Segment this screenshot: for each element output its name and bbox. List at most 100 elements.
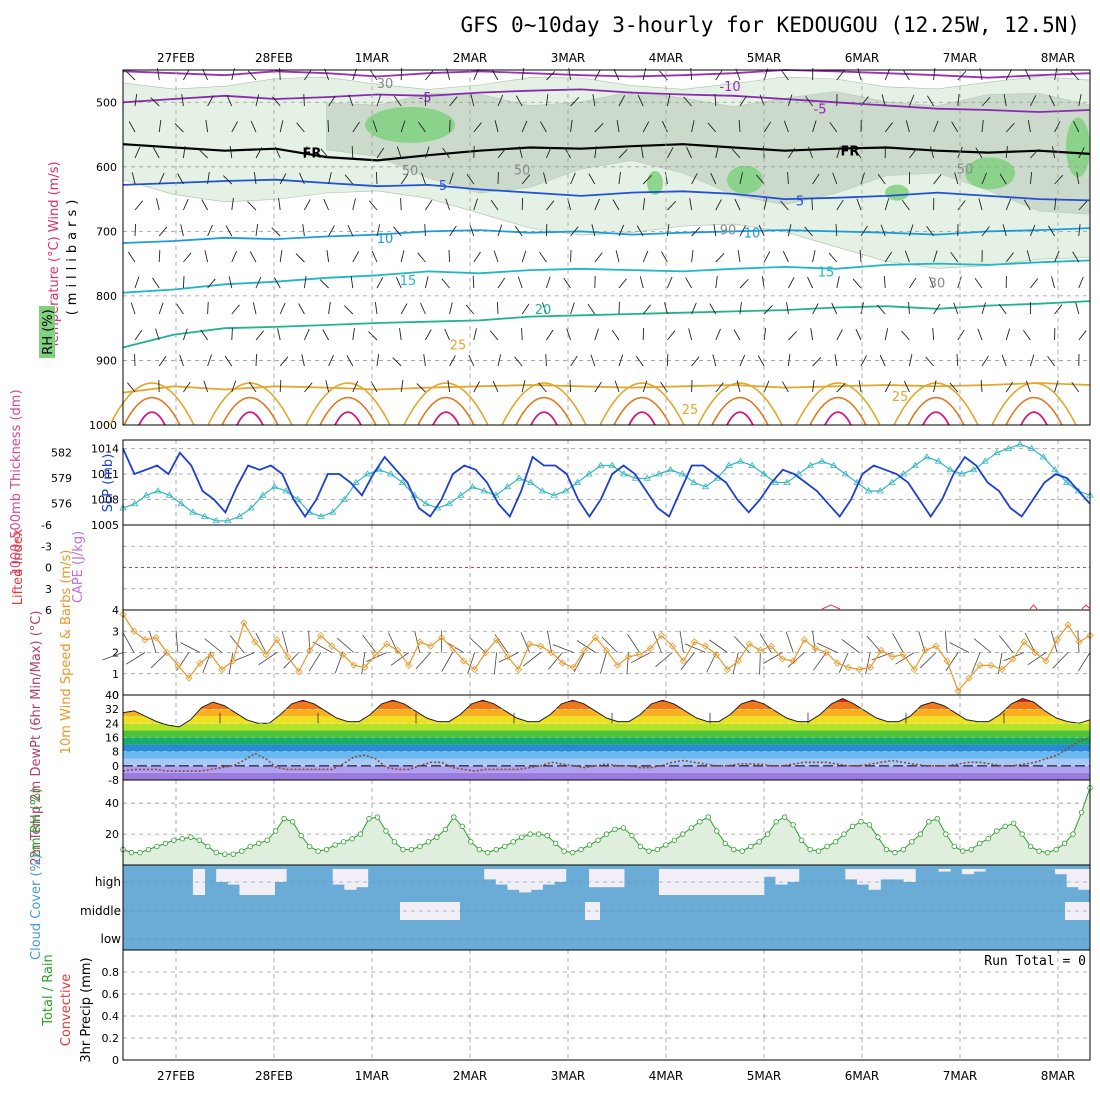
rh-point: [188, 834, 194, 840]
cloud-gap: [356, 869, 369, 888]
wind-barb: [295, 253, 305, 263]
wind-barb: [642, 198, 646, 211]
rh-point: [408, 846, 415, 853]
cloud-gap: [484, 869, 497, 880]
wind-barb: [836, 146, 841, 159]
rh-point: [849, 823, 856, 830]
wind-speed-point: [701, 642, 709, 650]
wind-barb: [691, 302, 697, 315]
thickness-point: [1016, 440, 1024, 447]
rh-point: [781, 814, 788, 820]
temp-tick-label: 32: [105, 703, 119, 716]
rh-point: [1070, 831, 1076, 837]
surface-wind-barb: [415, 652, 431, 670]
wind-barb: [255, 147, 263, 159]
rh-point: [739, 848, 745, 854]
wind-barb: [782, 250, 789, 263]
isotherm-label: -10: [719, 80, 740, 95]
wind-barb: [812, 173, 820, 185]
surface-wind-barb: [813, 652, 827, 671]
wind-barb: [372, 120, 378, 133]
surface-wind-barb: [653, 631, 662, 653]
wind-barb: [933, 303, 941, 315]
wind-barb: [860, 172, 865, 185]
wind-barb: [903, 380, 910, 393]
wind-barb: [319, 279, 329, 289]
isotherm-dome-25: [795, 382, 881, 426]
wind-barb: [181, 94, 184, 107]
rh-point: [306, 843, 313, 850]
wind-barb: [473, 198, 478, 211]
wind-barb: [904, 250, 910, 263]
wind-barb: [929, 276, 935, 289]
wind-barb: [465, 304, 475, 315]
wind-barb: [1005, 252, 1014, 263]
wind-barb: [901, 330, 910, 341]
wind-speed-point: [526, 640, 534, 648]
isotherm-dome-30: [1005, 396, 1063, 426]
isotherm-dome-25: [305, 382, 391, 426]
wind-barb: [981, 172, 987, 185]
wind-speed-point: [493, 636, 501, 644]
wind-speed-point: [954, 687, 962, 695]
wind-barb: [156, 198, 160, 211]
wind-barb: [296, 122, 305, 133]
isotherm-line: [122, 300, 1091, 349]
rh-point: [841, 831, 847, 837]
rh-point: [993, 828, 1000, 834]
wind-barb: [444, 328, 451, 341]
thickness-point: [352, 478, 360, 485]
thickness-point: [876, 487, 884, 494]
cloud-gap: [880, 869, 893, 880]
wind-barb: [812, 380, 815, 393]
thickness-point: [923, 453, 931, 460]
wind-ylabel-group: 10m Wind Speed & Barbs (m/s): [59, 550, 74, 755]
cloud-gap: [495, 869, 508, 885]
rh-area: [123, 787, 1090, 865]
rh-point: [264, 837, 270, 843]
wind-barb: [615, 250, 620, 263]
thickness-point: [235, 512, 244, 519]
wind-barb: [1029, 95, 1037, 107]
wind-speed-point: [877, 646, 885, 654]
wind-barb: [1054, 380, 1059, 393]
wind-barb: [981, 226, 990, 237]
surface-wind-barb: [734, 636, 750, 653]
wind-barb: [393, 226, 402, 237]
thickness-point: [620, 470, 628, 477]
wind-barb: [521, 380, 526, 393]
wind-barb: [469, 224, 475, 237]
temp-band: [123, 751, 1090, 759]
wind-barb: [155, 328, 160, 341]
rh-point: [332, 842, 338, 848]
wind-barb: [782, 381, 789, 393]
wind-barb: [352, 198, 356, 211]
wind-speed-point: [251, 638, 259, 646]
isotherm-dome-35: [530, 411, 558, 426]
wind-barb: [205, 120, 209, 133]
wind-barb: [497, 224, 503, 237]
wind-barb: [376, 224, 381, 237]
wind-barb: [909, 277, 917, 289]
wind-barb: [812, 303, 819, 315]
rh-point: [247, 843, 253, 850]
wind-barb: [176, 303, 184, 315]
wind-barb: [545, 146, 552, 159]
wind-barb: [231, 121, 239, 133]
wind-barb: [494, 120, 499, 133]
rh-point: [1078, 809, 1085, 816]
wind-speed-point: [196, 659, 204, 667]
cloud-gap: [682, 869, 695, 895]
slp-tick-label: 1011: [91, 468, 119, 481]
rh-point: [764, 831, 771, 837]
rh-point: [968, 846, 974, 853]
wind-barb: [1029, 354, 1035, 367]
cloud-gap: [600, 869, 613, 888]
wind-barb: [689, 198, 693, 211]
rh-point: [731, 846, 737, 853]
wind-barb: [908, 224, 914, 237]
wind-barb: [1029, 172, 1033, 185]
thickness-point: [165, 491, 174, 498]
wind-barb: [424, 223, 426, 237]
temp-band: [123, 723, 1090, 731]
